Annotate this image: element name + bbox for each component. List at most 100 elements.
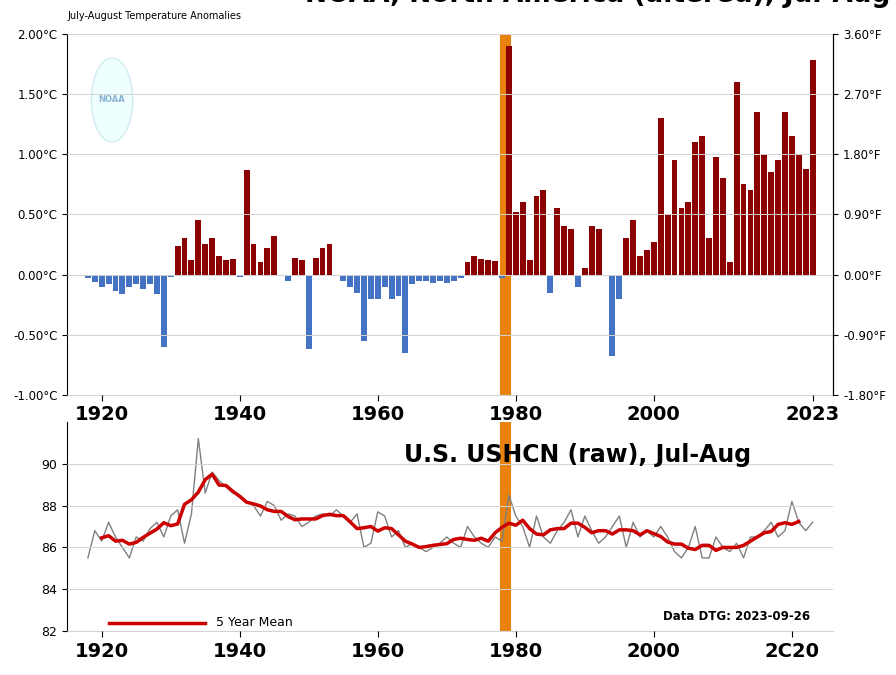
Bar	[658, 118, 664, 275]
Bar	[126, 275, 133, 287]
Bar	[520, 202, 526, 275]
Bar	[251, 244, 256, 275]
Bar	[527, 260, 532, 275]
Bar	[762, 154, 767, 275]
Bar	[699, 136, 705, 275]
Bar	[810, 60, 815, 275]
Bar	[423, 275, 429, 281]
Text: Data DTG: 2023-09-26: Data DTG: 2023-09-26	[663, 610, 810, 623]
Bar	[348, 275, 353, 287]
Bar	[665, 215, 670, 275]
Bar	[719, 178, 726, 275]
Bar	[589, 226, 595, 275]
Bar	[630, 220, 636, 275]
Bar	[796, 154, 802, 275]
Bar	[741, 184, 746, 275]
Bar	[803, 169, 808, 275]
Bar	[582, 269, 588, 275]
Text: North America: North America	[67, 0, 158, 1]
Bar	[257, 263, 263, 275]
Bar	[395, 275, 401, 296]
Bar	[547, 275, 553, 292]
Bar	[430, 275, 436, 283]
Bar	[486, 260, 491, 275]
Bar	[326, 244, 332, 275]
Text: 5 Year Mean: 5 Year Mean	[216, 616, 292, 629]
Bar	[168, 275, 174, 277]
Bar	[534, 196, 539, 275]
Bar	[402, 275, 409, 353]
Bar	[147, 275, 153, 284]
Bar	[451, 275, 457, 281]
Bar	[499, 275, 505, 278]
Bar	[182, 238, 187, 275]
Bar	[458, 275, 463, 278]
Bar	[244, 170, 250, 275]
Bar	[375, 275, 381, 298]
Bar	[437, 275, 443, 281]
Bar	[306, 275, 312, 349]
Bar	[85, 275, 90, 278]
Bar	[444, 275, 450, 283]
Bar	[409, 275, 415, 284]
Bar	[230, 259, 236, 275]
Bar	[693, 142, 698, 275]
Bar	[264, 248, 271, 275]
Bar	[782, 112, 788, 275]
Bar	[361, 275, 366, 341]
Bar	[596, 229, 601, 275]
Bar	[119, 275, 125, 294]
Bar	[609, 275, 616, 356]
Text: NOAA: NOAA	[99, 95, 125, 105]
Bar	[734, 82, 739, 275]
Bar	[154, 275, 159, 294]
Bar	[768, 172, 774, 275]
Bar	[354, 275, 360, 292]
Bar	[713, 157, 719, 275]
Bar	[575, 275, 581, 287]
Bar	[368, 275, 374, 298]
Bar	[292, 258, 297, 275]
Bar	[727, 263, 733, 275]
Bar	[775, 160, 781, 275]
Bar	[555, 209, 560, 275]
Bar	[188, 260, 194, 275]
Bar	[561, 226, 567, 275]
Text: U.S. USHCN (raw), Jul-Aug: U.S. USHCN (raw), Jul-Aug	[404, 443, 752, 467]
Bar	[195, 220, 202, 275]
Text: July-August Temperature Anomalies: July-August Temperature Anomalies	[67, 11, 241, 21]
Bar	[540, 190, 547, 275]
Bar	[678, 209, 685, 275]
Bar	[624, 238, 629, 275]
Bar	[644, 250, 650, 275]
Bar	[754, 112, 761, 275]
Bar	[471, 256, 478, 275]
Bar	[568, 229, 574, 275]
Bar	[134, 275, 139, 284]
Bar	[340, 275, 346, 281]
Bar	[299, 260, 305, 275]
Bar	[106, 275, 111, 284]
Bar	[492, 261, 498, 275]
Bar	[389, 275, 394, 298]
Bar	[216, 256, 222, 275]
Bar	[271, 236, 277, 275]
Bar	[506, 46, 512, 275]
Bar	[113, 275, 118, 292]
Bar	[789, 136, 795, 275]
Bar	[650, 242, 657, 275]
Bar	[99, 275, 105, 287]
Text: NOAA, North America (altered), Jul-Aug: NOAA, North America (altered), Jul-Aug	[305, 0, 890, 9]
Bar	[382, 275, 388, 287]
Bar	[417, 275, 422, 281]
Bar	[747, 190, 754, 275]
Bar	[320, 248, 325, 275]
Bar	[237, 275, 243, 277]
Bar	[464, 263, 470, 275]
Bar	[313, 258, 319, 275]
Bar	[161, 275, 167, 347]
Bar	[672, 160, 677, 275]
Bar	[202, 244, 208, 275]
Bar	[285, 275, 291, 281]
Bar	[223, 260, 228, 275]
